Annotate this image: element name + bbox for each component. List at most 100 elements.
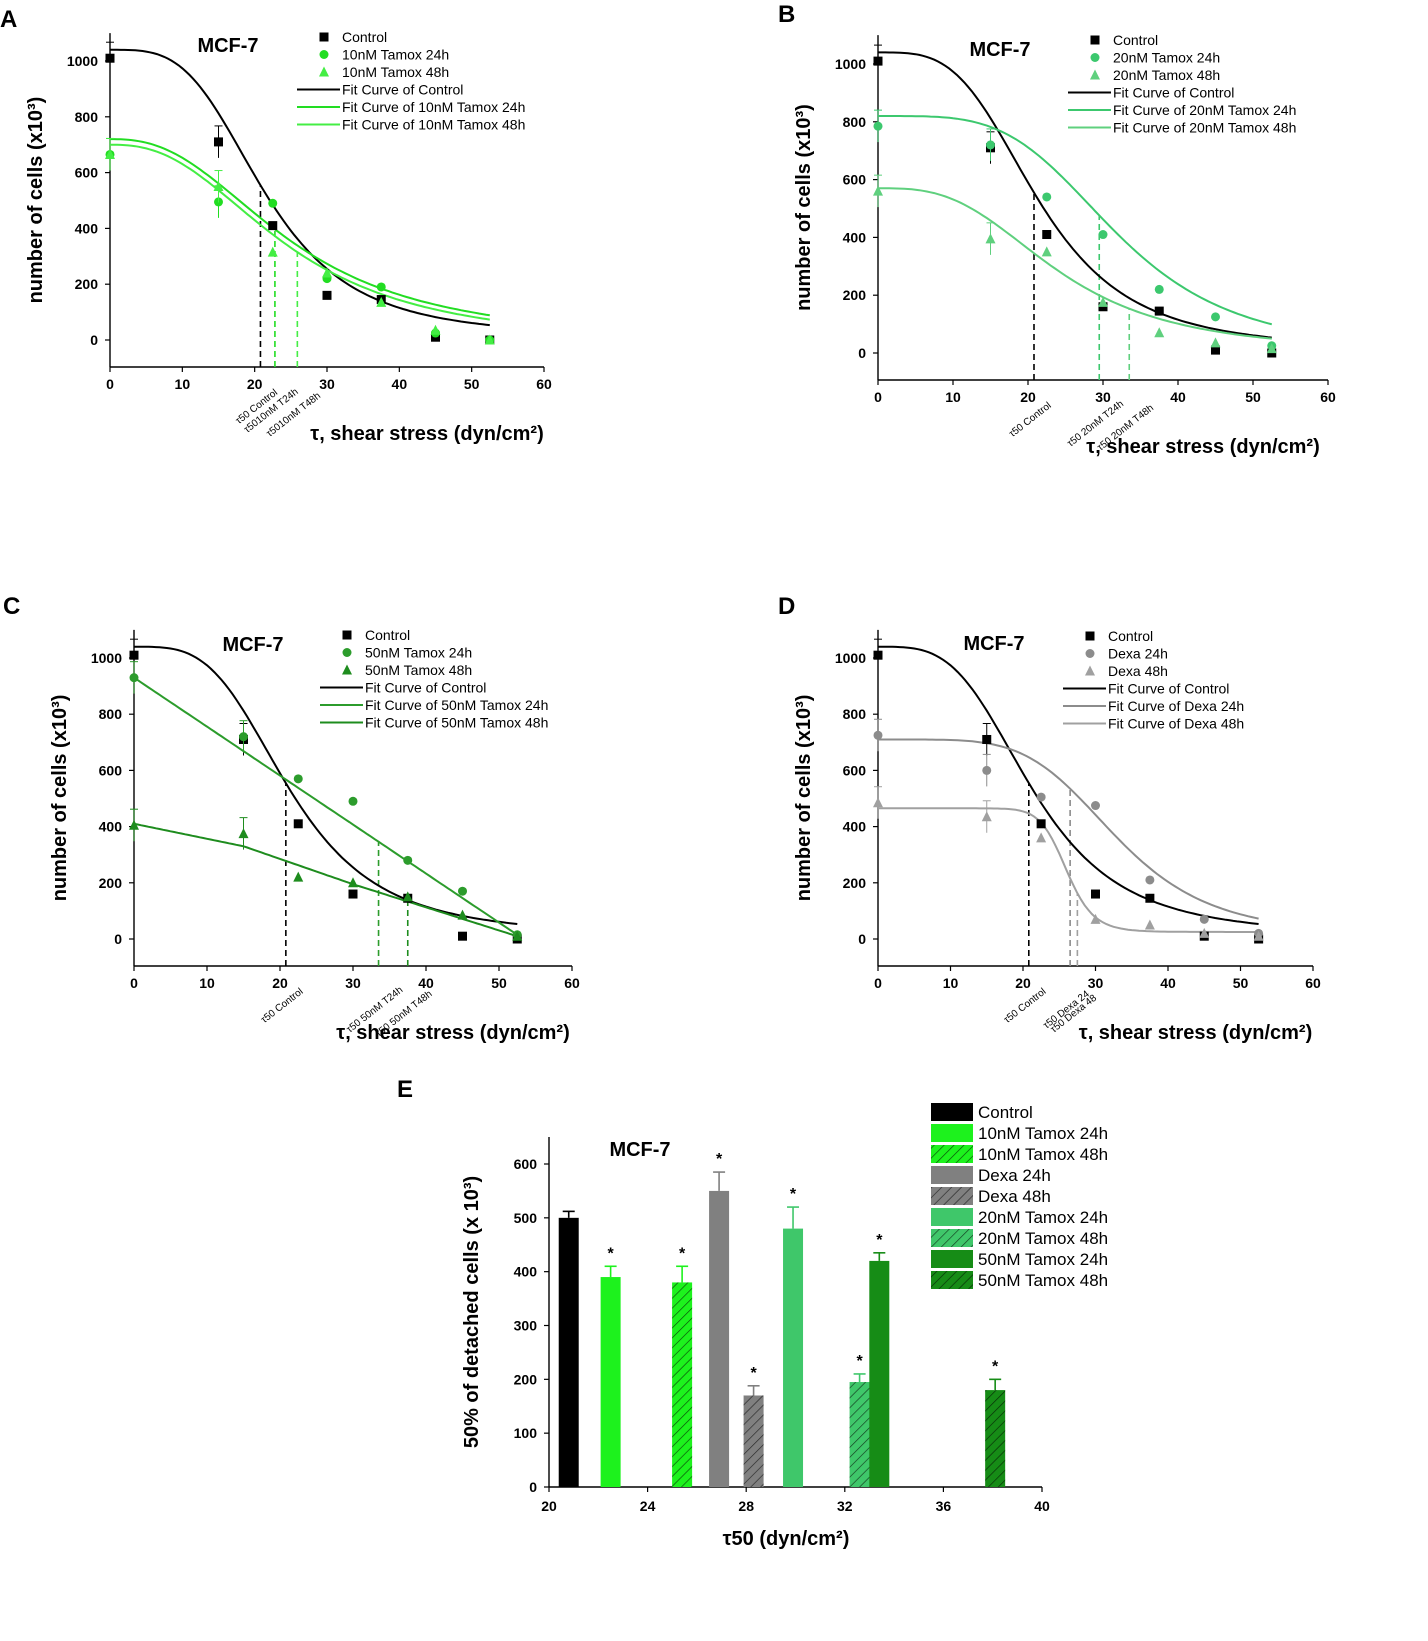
legend-label: 10nM Tamox 48h <box>978 1145 1108 1164</box>
data-point <box>239 732 248 742</box>
significance-star: * <box>876 1232 883 1249</box>
x-tick-label: 32 <box>837 1498 853 1514</box>
data-point <box>1036 792 1046 802</box>
data-point <box>981 811 992 822</box>
y-tick-label: 600 <box>75 165 99 181</box>
x-tick-label: 50 <box>464 376 480 392</box>
panel-c: C MCF-7 0 200 400 600 800 1000 0 10 20 30 40 50 60 numb… <box>3 593 580 1044</box>
data-point <box>322 290 332 300</box>
y-tick-label: 600 <box>514 1156 538 1172</box>
x-tick-label: 50 <box>491 975 507 991</box>
legend-label: Control <box>365 627 410 643</box>
legend-label: Dexa 24h <box>1108 646 1168 662</box>
panel-b: B MCF-7 0 200 400 600 800 1000 0 10 20 30 40 50 60 numb… <box>778 1 1336 458</box>
significance-star: * <box>856 1353 863 1370</box>
data-point <box>873 650 883 660</box>
y-axis-label: number of cells (x10³) <box>49 695 71 902</box>
bar <box>709 1190 730 1487</box>
panel-a: A MCF-7 0 200 400 600 800 1000 0 10 20 30 40 50 60 numb… <box>0 6 552 445</box>
data-point <box>1154 284 1164 294</box>
data-point <box>1042 192 1052 202</box>
fit-curve <box>878 51 1272 339</box>
legend-marker <box>319 50 329 59</box>
data-point <box>376 282 386 292</box>
legend-label: Dexa 24h <box>978 1166 1051 1185</box>
data-point <box>348 796 358 806</box>
x-tick-label: 20 <box>247 376 263 392</box>
y-tick-label: 600 <box>99 762 123 778</box>
y-tick-label: 800 <box>75 109 99 125</box>
legend-marker <box>1085 665 1095 676</box>
y-tick-label: 800 <box>843 114 867 130</box>
data-point <box>403 855 413 865</box>
data-point <box>1041 246 1052 257</box>
data-point <box>1090 913 1101 924</box>
legend-label: 10nM Tamox 48h <box>342 64 449 80</box>
legend-label: Fit Curve of Control <box>1108 681 1229 697</box>
bar-hatch <box>672 1282 693 1487</box>
legend-marker <box>1090 69 1100 80</box>
fit-curve <box>878 645 1259 925</box>
data-point <box>1145 893 1155 903</box>
fit-curve <box>878 738 1259 920</box>
data-point <box>293 774 303 784</box>
bar <box>783 1228 804 1487</box>
x-tick-label: 20 <box>1020 389 1036 405</box>
legend-swatch <box>931 1103 973 1121</box>
legend-label: 50nM Tamox 48h <box>978 1271 1108 1290</box>
fit-curve <box>133 822 518 938</box>
legend-swatch <box>931 1166 973 1184</box>
legend-label: Fit Curve of Dexa 48h <box>1108 716 1244 732</box>
x-tick-label: 10 <box>943 975 959 991</box>
panel-letter: C <box>3 593 20 620</box>
data-point <box>1036 819 1046 829</box>
y-tick-label: 0 <box>858 931 866 947</box>
chart-title: MCF-7 <box>197 35 258 57</box>
x-tick-label: 20 <box>541 1498 557 1514</box>
data-point <box>873 121 883 131</box>
y-tick-label: 400 <box>514 1264 538 1280</box>
significance-star: * <box>716 1151 723 1168</box>
x-tick-label: 40 <box>1160 975 1176 991</box>
y-tick-label: 400 <box>843 819 867 835</box>
y-tick-label: 200 <box>843 287 867 303</box>
x-axis-label: τ, shear stress (dyn/cm²) <box>336 1022 569 1044</box>
y-tick-label: 400 <box>99 819 123 835</box>
data-point <box>1154 327 1165 338</box>
x-tick-label: 10 <box>199 975 215 991</box>
legend-label: 10nM Tamox 24h <box>342 47 449 63</box>
x-tick-label: 28 <box>738 1498 754 1514</box>
legend-marker <box>1085 649 1095 658</box>
chart-title: MCF-7 <box>222 634 283 656</box>
data-point <box>105 53 115 63</box>
x-tick-label: 60 <box>564 975 580 991</box>
x-tick-label: 0 <box>130 975 138 991</box>
y-tick-label: 1000 <box>835 650 866 666</box>
data-point <box>322 267 332 278</box>
legend-swatch <box>931 1124 973 1142</box>
x-tick-label: 10 <box>175 376 191 392</box>
y-tick-label: 800 <box>843 706 867 722</box>
legend-label: 50nM Tamox 48h <box>365 662 472 678</box>
data-point <box>1042 230 1052 240</box>
chart-title: MCF-7 <box>963 633 1024 655</box>
x-tick-label: 60 <box>1305 975 1321 991</box>
legend-label: Fit Curve of 50nM Tamox 24h <box>365 697 548 713</box>
legend-swatch <box>931 1208 973 1226</box>
significance-star: * <box>750 1365 757 1382</box>
panel-letter: E <box>397 1076 413 1103</box>
x-axis-label: τ, shear stress (dyn/cm²) <box>310 423 543 445</box>
fit-curve <box>134 645 518 925</box>
data-point <box>238 828 249 839</box>
x-tick-label: 60 <box>1320 389 1336 405</box>
x-tick-label: 50 <box>1245 389 1261 405</box>
legend-marker <box>319 66 329 77</box>
legend-label: 50nM Tamox 24h <box>978 1250 1108 1269</box>
tau50-annotation: τ50 Control <box>259 986 305 1026</box>
x-tick-label: 30 <box>345 975 361 991</box>
legend-swatch <box>931 1250 973 1268</box>
legend-label: Fit Curve of 20nM Tamox 24h <box>1113 102 1296 118</box>
data-point <box>1210 337 1221 348</box>
y-tick-label: 1000 <box>91 650 122 666</box>
data-point <box>1091 801 1100 811</box>
